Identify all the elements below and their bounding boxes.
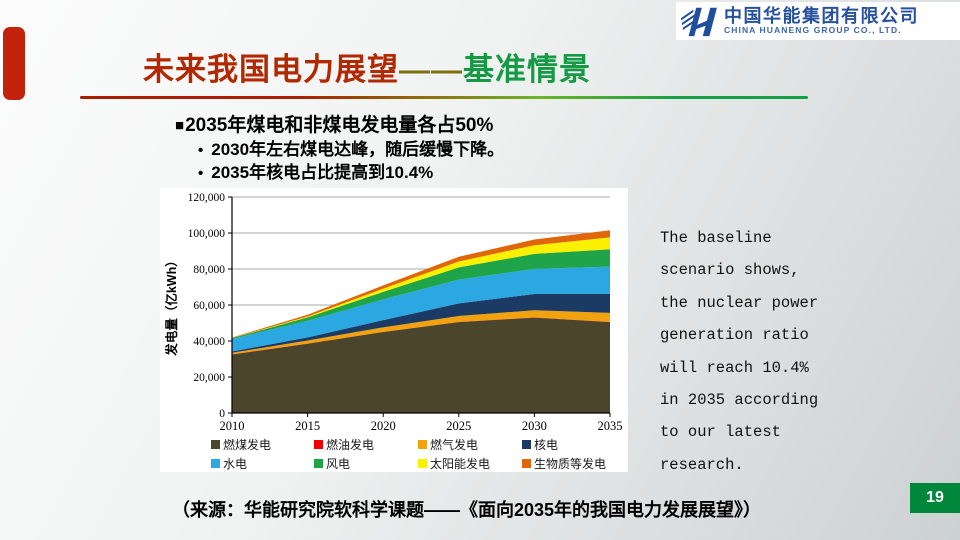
bullet-sub-2: • 2035年核电占比提高到10.4% xyxy=(198,158,433,183)
legend-item-2: 燃气发电 xyxy=(418,437,479,452)
legend-label: 燃气发电 xyxy=(430,437,479,452)
dot-bullet-icon: • xyxy=(198,165,204,182)
annotation-line: the nuclear power xyxy=(660,293,819,312)
legend-label: 生物质等发电 xyxy=(534,456,607,471)
square-bullet-icon: ■ xyxy=(175,117,185,134)
series-area-5 xyxy=(232,249,610,340)
dot-bullet-icon: • xyxy=(198,142,204,159)
bullet-main: ■2035年煤电和非煤电发电量各占50% xyxy=(175,110,493,137)
x-tick-label: 2020 xyxy=(371,419,396,433)
y-tick-label: 60,000 xyxy=(193,300,225,312)
x-tick-label: 2035 xyxy=(598,419,623,433)
legend-swatch-icon xyxy=(522,439,531,449)
page-number: 19 xyxy=(926,489,944,506)
legend-item-5: 风电 xyxy=(314,456,351,471)
x-tick-label: 2025 xyxy=(446,419,471,433)
series-area-0 xyxy=(232,317,610,413)
legend-item-0: 燃煤发电 xyxy=(211,437,272,452)
company-name-cn: 中国华能集团有限公司 xyxy=(724,5,919,26)
annotation-line: scenario shows, xyxy=(660,261,800,280)
source-note: （来源：华能研究院软科学课题——《面向2035年的我国电力发展展望》） xyxy=(172,500,762,520)
annotation-line: to our latest xyxy=(660,423,781,442)
annotation-line: The baseline xyxy=(660,229,772,247)
y-tick-label: 20,000 xyxy=(193,372,225,384)
y-tick-label: 80,000 xyxy=(193,264,225,276)
annotation-line: generation ratio xyxy=(660,326,809,345)
bullet-sub-2-text: 2035年核电占比提高到10.4% xyxy=(211,163,434,182)
page-number-badge: 19 xyxy=(910,483,960,513)
legend-swatch-icon xyxy=(522,458,531,468)
legend-swatch-icon xyxy=(211,458,220,468)
company-logo: 中国华能集团有限公司 CHINA HUANENG GROUP CO., LTD. xyxy=(676,2,960,40)
legend-swatch-icon xyxy=(211,439,220,449)
x-tick-label: 2030 xyxy=(522,419,547,433)
bullet-main-text: 2035年煤电和非煤电发电量各占50% xyxy=(185,115,494,136)
legend-item-1: 燃油发电 xyxy=(314,437,375,452)
title-scenario: 基准情景 xyxy=(463,52,591,87)
left-accent-bar xyxy=(3,27,25,100)
series-area-2 xyxy=(232,310,610,355)
annotation-line: research. xyxy=(660,455,744,474)
legend-swatch-icon xyxy=(418,439,427,449)
annotation-line: in 2035 according xyxy=(660,391,819,410)
series-area-6 xyxy=(232,237,610,339)
stacked-area-chart: 0 20,000 40,000 60,000 80,000 100,000 120,000 2… xyxy=(164,192,623,433)
x-tick-label: 2010 xyxy=(220,419,245,433)
legend-label: 风电 xyxy=(326,456,351,471)
legend-item-4: 水电 xyxy=(211,456,248,471)
bullet-sub-1: • 2030年左右煤电达峰，随后缓慢下降。 xyxy=(198,135,504,160)
x-tick-label: 2015 xyxy=(295,419,320,433)
annotation-line: will reach 10.4% xyxy=(660,358,809,377)
legend-swatch-icon xyxy=(314,458,323,468)
title-main: 未来我国电力展望 xyxy=(143,52,399,87)
y-tick-label: 0 xyxy=(219,408,225,420)
legend-label: 太阳能发电 xyxy=(430,456,491,471)
legend-label: 燃煤发电 xyxy=(223,437,272,452)
y-tick-label: 120,000 xyxy=(188,192,226,204)
logo-text: 中国华能集团有限公司 CHINA HUANENG GROUP CO., LTD. xyxy=(724,5,919,35)
title-dash: —— xyxy=(399,52,463,87)
generation-mix-chart: 0 20,000 40,000 60,000 80,000 100,000 120,000 2… xyxy=(160,188,628,472)
legend-label: 水电 xyxy=(223,456,248,471)
y-tick-label: 100,000 xyxy=(188,228,226,240)
y-tick-label: 40,000 xyxy=(193,336,225,348)
legend-item-3: 核电 xyxy=(522,437,559,452)
series-area-4 xyxy=(232,266,610,352)
legend-label: 燃油发电 xyxy=(326,437,375,452)
huaneng-logo-icon xyxy=(681,7,717,37)
legend-item-7: 生物质等发电 xyxy=(522,456,607,471)
series-area-3 xyxy=(232,294,610,353)
company-name-en: CHINA HUANENG GROUP CO., LTD. xyxy=(724,24,902,35)
page-title: 未来我国电力展望——基准情景 xyxy=(143,44,591,89)
bullet-sub-1-text: 2030年左右煤电达峰，随后缓慢下降。 xyxy=(211,140,505,159)
y-axis-title: 发电量（亿kWh） xyxy=(164,254,179,356)
legend-swatch-icon xyxy=(314,439,323,449)
series-area-7 xyxy=(232,230,610,339)
legend-label: 核电 xyxy=(534,437,559,452)
legend-item-6: 太阳能发电 xyxy=(418,456,491,471)
title-underline xyxy=(80,96,808,99)
legend-swatch-icon xyxy=(418,458,427,468)
annotation-text: The baseline scenario shows, the nuclear p… xyxy=(660,222,890,481)
